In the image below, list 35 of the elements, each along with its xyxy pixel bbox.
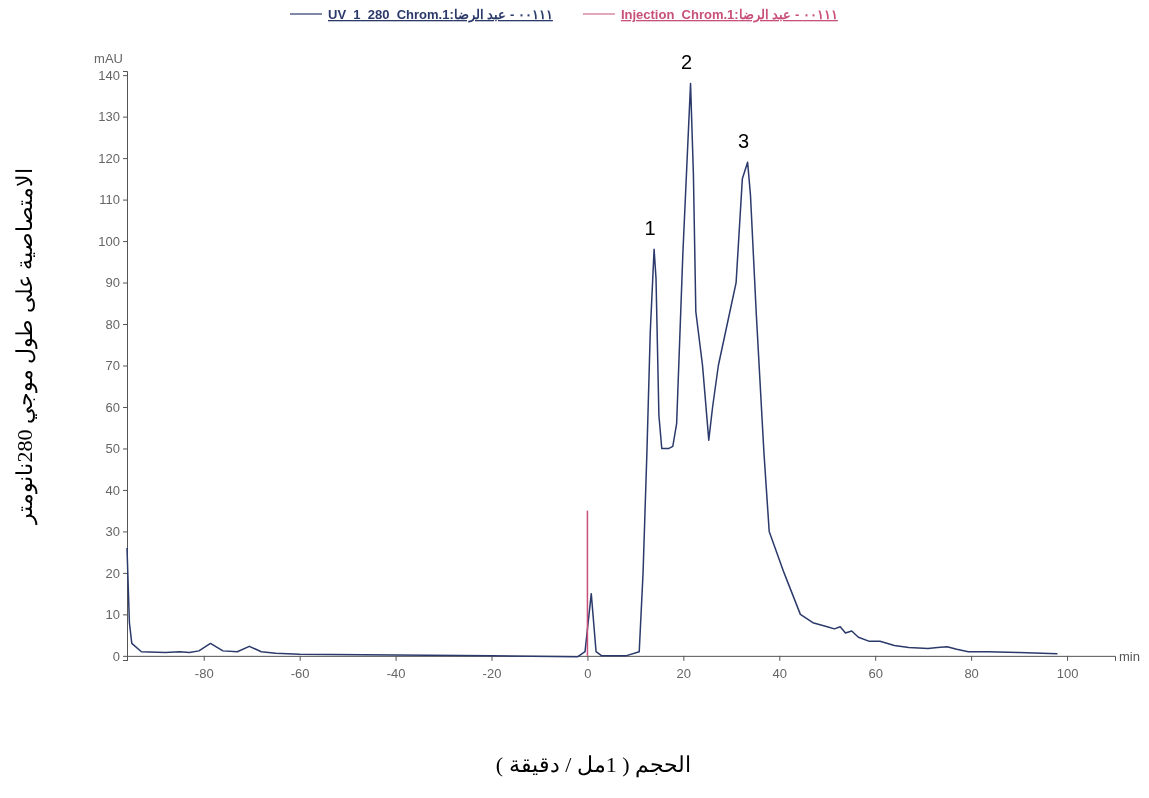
x-tick-label: -60 — [290, 666, 310, 682]
x-tick-label: -20 — [482, 666, 502, 682]
y-tick-label: 10 — [105, 607, 120, 623]
y-tick-label: 60 — [105, 399, 120, 415]
y-tick-label: 90 — [105, 275, 120, 291]
legend-label: Injection_Chrom.1:٠٠١١١ - عبد الرضا — [620, 7, 838, 23]
y-axis-title: الامتصاصية على طول موجي 280نانومتر — [12, 167, 38, 525]
x-tick-label: 20 — [676, 666, 692, 682]
y-tick-label: 20 — [105, 565, 120, 581]
x-tick-label: 40 — [772, 666, 788, 682]
x-tick-label: -40 — [386, 666, 406, 682]
x-axis-title: الحجم ( 1مل / دقيقة ) — [495, 752, 692, 778]
y-tick-label: 80 — [105, 316, 120, 332]
y-tick-label: 40 — [105, 482, 120, 498]
x-tick-label: -80 — [194, 666, 214, 682]
annotation: 2 — [680, 51, 693, 74]
y-tick-label: 100 — [98, 233, 120, 249]
annotation: 3 — [738, 130, 750, 153]
y-tick-label: 70 — [105, 358, 120, 374]
text: mAU — [94, 51, 123, 66]
y-tick-label: 30 — [105, 524, 120, 540]
x-tick-label: 60 — [868, 666, 883, 682]
x-tick-label: 0 — [584, 666, 592, 682]
legend-label: UV_1_280_Chrom.1:٠٠١١١ - عبد الرضا — [328, 7, 553, 23]
y-tick-label: 130 — [98, 109, 120, 125]
y-tick-label: 120 — [98, 150, 120, 166]
y-tick-label: 140 — [98, 67, 120, 83]
y-tick-label: 0 — [112, 648, 120, 664]
y-tick-label: 50 — [105, 441, 120, 457]
text: min — [1119, 648, 1140, 664]
x-tick-label: 100 — [1056, 666, 1079, 682]
y-tick-label: 110 — [99, 192, 120, 208]
x-tick-label: 80 — [964, 666, 979, 682]
annotation: 1 — [644, 217, 656, 240]
line-series — [126, 82, 1059, 658]
